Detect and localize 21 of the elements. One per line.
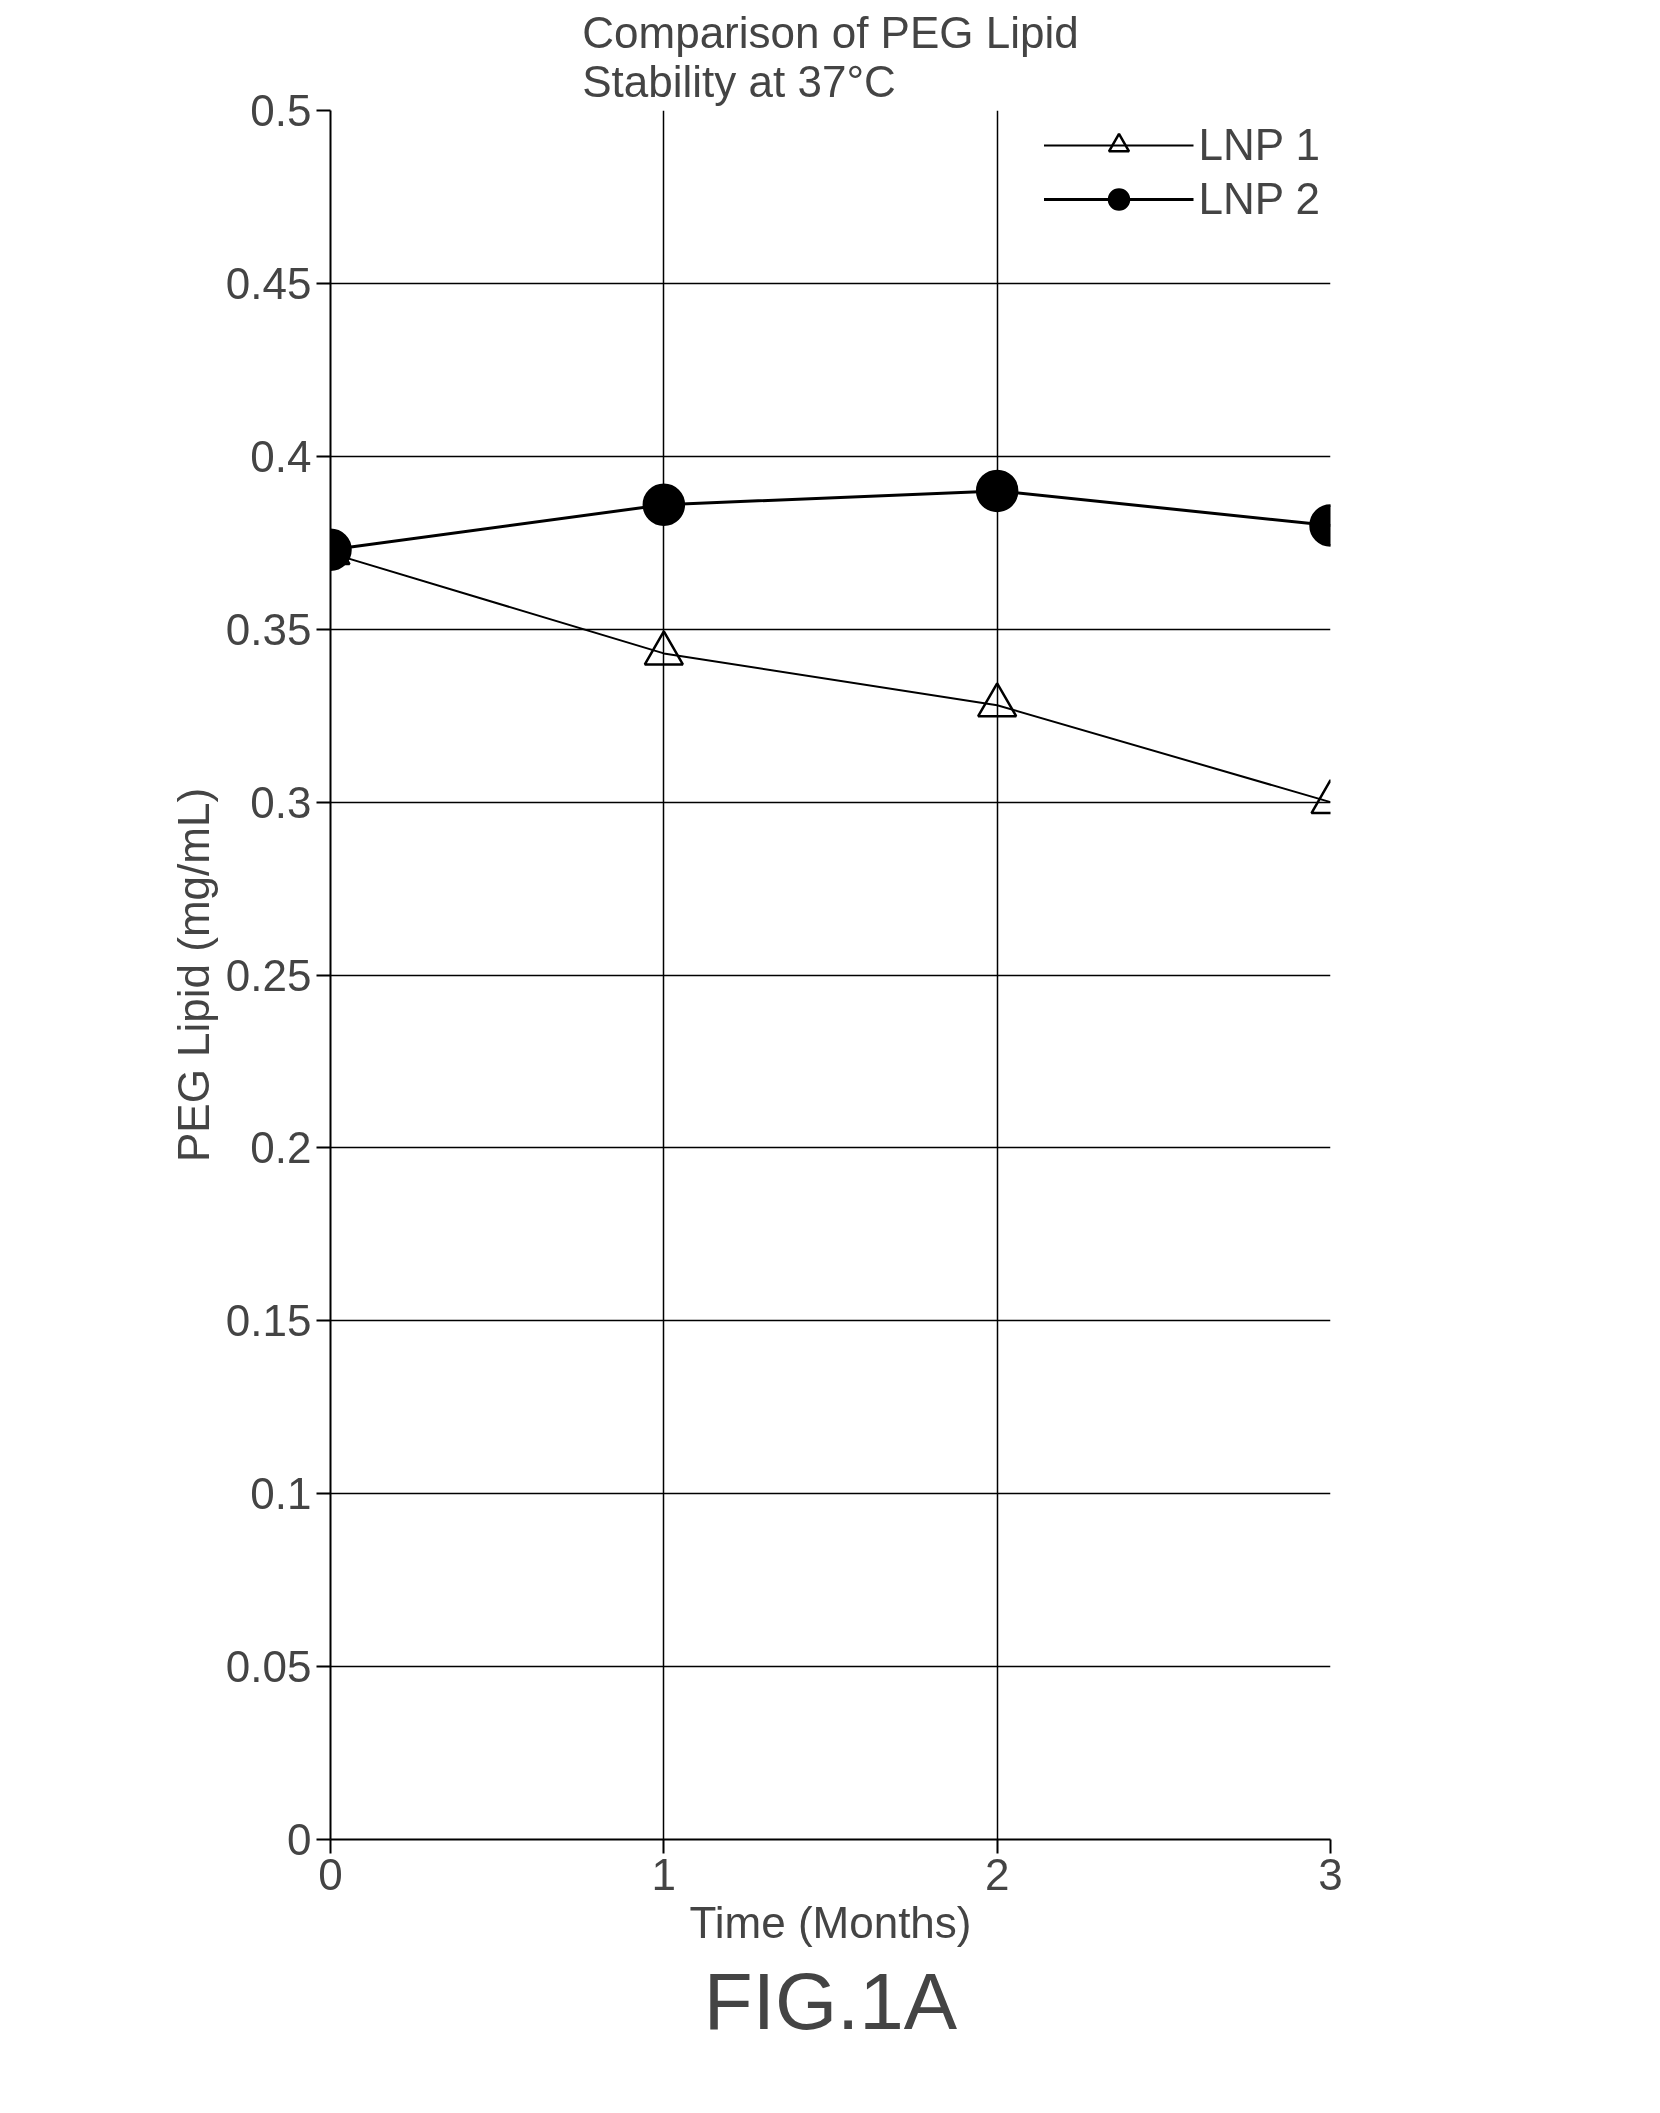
- y-tick-label: 0.25: [225, 950, 312, 1000]
- y-tick-label: 0.45: [225, 258, 312, 308]
- x-tick-label: 3: [1318, 1849, 1343, 1899]
- legend-label: LNP 1: [1198, 120, 1320, 170]
- y-tick-label: 0: [287, 1815, 312, 1864]
- x-tick-label: 0: [318, 1849, 343, 1899]
- chart-title: Comparison of PEG Lipid Stability at 37°C: [582, 7, 1079, 106]
- y-axis-title: PEG Lipid (mg/mL): [168, 787, 218, 1163]
- caption: FIG.1A: [703, 1956, 958, 2046]
- x-tick-label: 1: [651, 1849, 677, 1899]
- y-tick-label: 0.1: [250, 1469, 312, 1519]
- legend-label: LNP 2: [1198, 174, 1320, 224]
- y-tick-label: 0.15: [225, 1296, 312, 1346]
- y-tick-label: 0.35: [225, 604, 312, 654]
- y-tick-label: 0.3: [250, 777, 312, 827]
- y-tick-label: 0.4: [250, 431, 312, 481]
- x-axis-title: Time (Months): [689, 1897, 972, 1947]
- y-tick-label: 0.2: [250, 1123, 312, 1173]
- y-tick-label: 0.05: [225, 1642, 312, 1692]
- y-tick-label: 0.5: [250, 86, 312, 135]
- x-tick-label: 2: [984, 1849, 1010, 1899]
